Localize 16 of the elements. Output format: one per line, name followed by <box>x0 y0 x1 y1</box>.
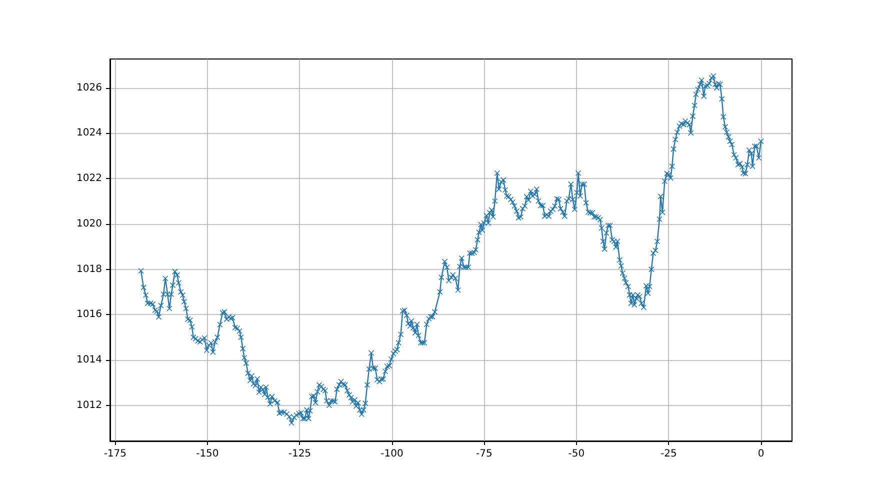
x-tick-label: -25 <box>660 448 677 460</box>
x-tick-label: -75 <box>476 448 492 460</box>
x-tick-label: -175 <box>104 448 127 460</box>
x-tick-label: -150 <box>196 448 219 460</box>
x-tick-label: 0 <box>758 448 764 460</box>
y-tick-label: 1022 <box>76 173 102 184</box>
y-tick-label: 1014 <box>76 354 102 366</box>
x-tick-label: -125 <box>288 448 312 460</box>
y-tick-label: 1024 <box>76 128 102 139</box>
y-tick-label: 1020 <box>76 218 102 230</box>
y-tick-label: 1012 <box>76 400 102 411</box>
y-tick-label: 1016 <box>76 309 102 320</box>
y-tick-label: 1018 <box>76 264 102 275</box>
y-tick-label: 1026 <box>76 82 102 94</box>
x-tick-label: -50 <box>568 448 585 460</box>
x-tick-label: -100 <box>380 448 404 460</box>
